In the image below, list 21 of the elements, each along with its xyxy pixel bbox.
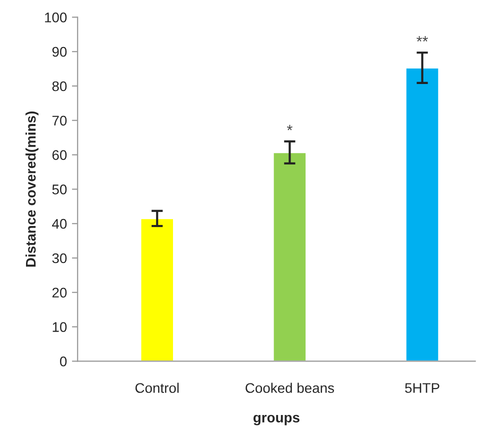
y-tick-label: 30 <box>52 253 67 264</box>
y-tick-label: 40 <box>52 218 67 229</box>
y-tick-label: 50 <box>52 184 67 194</box>
y-tick-label: 70 <box>52 116 67 126</box>
annotation: * <box>286 124 292 130</box>
y-tick-label: 10 <box>52 322 67 332</box>
x-axis-title: groups <box>253 414 300 426</box>
y-axis-title: Distance covered(mins) <box>26 112 38 267</box>
y-tick-label: 0 <box>60 356 67 366</box>
y-tick-label: 80 <box>52 81 67 92</box>
y-tick-label: 100 <box>45 12 67 22</box>
x-tick-label: Control <box>135 382 179 393</box>
y-tick-label: 20 <box>52 288 67 298</box>
annotation: ** <box>416 36 428 42</box>
bar <box>405 67 440 362</box>
bar <box>272 152 307 362</box>
y-tick-label: 90 <box>52 46 67 57</box>
y-tick-label: 60 <box>52 150 67 160</box>
bar <box>140 218 174 362</box>
x-tick-label: 5HTP <box>405 383 440 393</box>
x-tick-label: Cooked beans <box>246 382 334 393</box>
